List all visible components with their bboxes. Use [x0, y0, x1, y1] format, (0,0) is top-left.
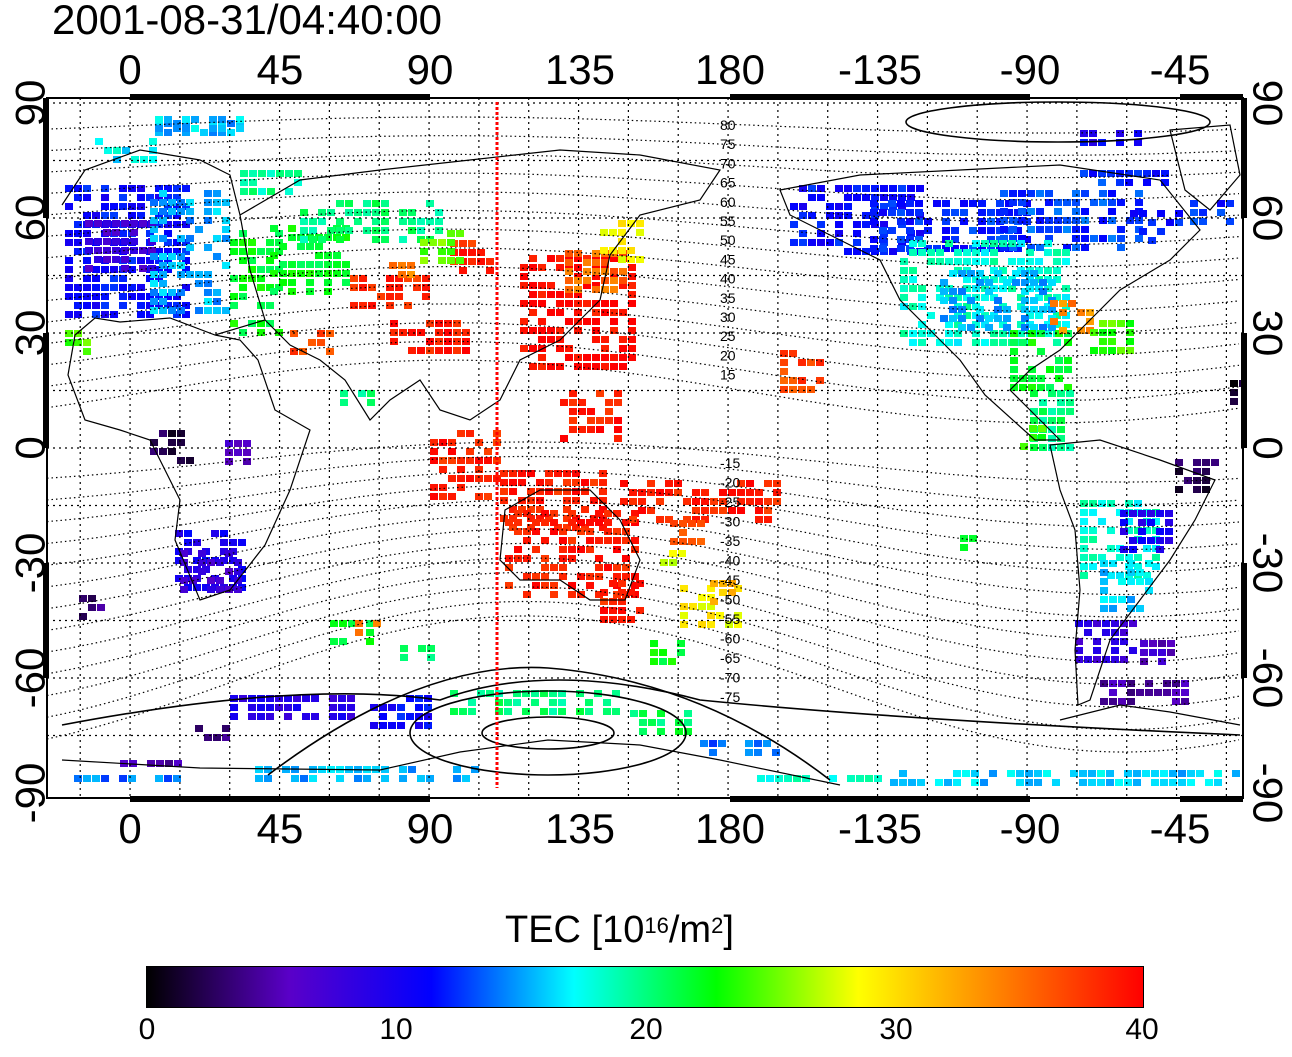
y-tick-right: 30 — [1245, 310, 1292, 357]
contour-label: 65 — [720, 175, 736, 191]
tec-data-patches — [65, 116, 1247, 786]
timestamp-title: 2001-08-31/04:40:00 — [52, 0, 442, 43]
contour-label: -25 — [720, 494, 740, 510]
y-tick-left: 0 — [7, 436, 54, 459]
y-tick-right: -60 — [1245, 648, 1292, 709]
contour-labels: 80 75 70 65 60 55 50 45 40 35 30 25 20 15 -15 -20 -25 -30… — [720, 117, 740, 705]
contour-label: -35 — [720, 533, 740, 549]
aurora-ovals — [61, 101, 1241, 781]
x-tick-bottom: 45 — [257, 805, 304, 852]
x-tick-top: -45 — [1150, 46, 1211, 93]
x-tick-bottom: 135 — [545, 805, 615, 852]
contour-label: 80 — [720, 117, 736, 133]
contour-label: 70 — [720, 155, 736, 171]
x-tick-top: 135 — [545, 46, 615, 93]
coordinate-grid — [47, 98, 1243, 798]
contour-label: -65 — [720, 650, 740, 666]
colorbar-title-prefix: TEC [10 — [505, 909, 645, 951]
contour-label: -55 — [720, 611, 740, 627]
contour-label: 40 — [720, 271, 736, 287]
y-tick-right: -30 — [1245, 533, 1292, 594]
x-tick-bottom: 180 — [695, 805, 765, 852]
x-tick-bottom: 0 — [118, 805, 141, 852]
contour-label: -60 — [720, 631, 740, 647]
x-tick-bottom: 90 — [407, 805, 454, 852]
colorbar-title-suffix: ] — [723, 909, 734, 951]
x-tick-top: 0 — [118, 46, 141, 93]
x-tick-bottom: -45 — [1150, 805, 1211, 852]
frame-tick-bars — [43, 94, 1247, 802]
contour-label: -20 — [720, 475, 740, 491]
x-tick-top: 180 — [695, 46, 765, 93]
colorbar-tick-10: 10 — [379, 1013, 413, 1046]
contour-label: -45 — [720, 572, 740, 588]
y-tick-right: 0 — [1245, 436, 1292, 459]
x-tick-top: 45 — [257, 46, 304, 93]
contour-label: 35 — [720, 290, 736, 306]
colorbar-tick-30: 30 — [879, 1013, 913, 1046]
x-tick-top: -90 — [1000, 46, 1061, 93]
contour-label: 45 — [720, 251, 736, 267]
y-tick-right: -90 — [1245, 763, 1292, 824]
colorbar-title: TEC [1016/m2] — [505, 908, 734, 952]
axis-tick-labels: 0 45 90 135 180 -135 -90 -450 45 90 135 180 -135 -90-… — [7, 46, 1292, 852]
y-tick-left: -90 — [7, 763, 54, 824]
contour-label: -40 — [720, 553, 740, 569]
colorbar-tick-20: 20 — [629, 1013, 663, 1046]
colorbar-tick-0: 0 — [138, 1013, 156, 1046]
tec-map: 80 75 70 65 60 55 50 45 40 35 30 25 20 15 -15 -20 -25 -30… — [7, 46, 1292, 852]
x-tick-bottom: -90 — [1000, 805, 1061, 852]
y-tick-left: -30 — [7, 533, 54, 594]
contour-label: 30 — [720, 309, 736, 325]
y-tick-right: 90 — [1245, 80, 1292, 127]
y-tick-left: 90 — [7, 80, 54, 127]
colorbar-title-exp2: 2 — [711, 913, 724, 938]
x-tick-bottom: -135 — [838, 805, 922, 852]
colorbar-title-mid: /m — [668, 909, 712, 951]
colorbar-tick-40: 40 — [1125, 1013, 1159, 1046]
y-tick-left: 60 — [7, 195, 54, 242]
contour-label: 55 — [720, 213, 736, 229]
y-tick-right: 60 — [1245, 195, 1292, 242]
contour-label: -70 — [720, 670, 740, 686]
contour-label: -30 — [720, 514, 740, 530]
y-tick-left: -60 — [7, 648, 54, 709]
y-tick-left: 30 — [7, 310, 54, 357]
contour-label: -75 — [720, 689, 740, 705]
contour-label: 20 — [720, 347, 736, 363]
contour-label: 25 — [720, 328, 736, 344]
colorbar — [146, 966, 1144, 1008]
contour-label: -15 — [720, 455, 740, 471]
colorbar-title-exp1: 16 — [644, 913, 669, 938]
contour-label: 60 — [720, 194, 736, 210]
contour-label: 50 — [720, 232, 736, 248]
x-tick-top: 90 — [407, 46, 454, 93]
contour-label: -50 — [720, 592, 740, 608]
x-tick-top: -135 — [838, 46, 922, 93]
contour-label: 75 — [720, 136, 736, 152]
contour-label: 15 — [720, 367, 736, 383]
